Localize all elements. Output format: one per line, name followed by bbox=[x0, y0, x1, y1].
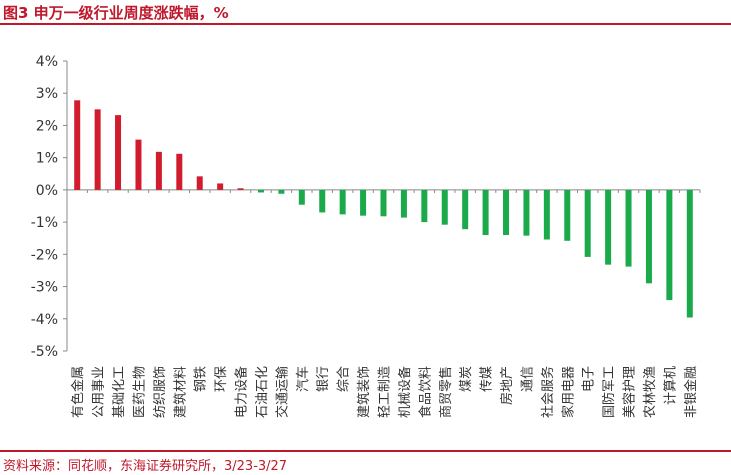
bar bbox=[94, 109, 101, 190]
x-tick-label: 传媒 bbox=[480, 366, 495, 392]
bar bbox=[645, 189, 652, 284]
bar bbox=[605, 189, 612, 265]
y-tick-label: -3% bbox=[31, 280, 58, 296]
x-tick-label: 通信 bbox=[520, 366, 535, 392]
bar bbox=[503, 189, 510, 235]
x-tick-label: 计算机 bbox=[663, 366, 678, 405]
x-tick-label: 银行 bbox=[316, 366, 331, 392]
bar bbox=[196, 176, 203, 190]
y-tick-label: 3% bbox=[36, 86, 58, 102]
bar bbox=[360, 189, 367, 216]
x-tick-label: 综合 bbox=[337, 366, 352, 392]
bar bbox=[135, 139, 142, 190]
bar bbox=[115, 115, 122, 190]
x-tick-label: 建筑装饰 bbox=[356, 366, 372, 418]
y-tick-label: 0% bbox=[36, 183, 58, 199]
bar bbox=[278, 189, 285, 194]
x-tick-label: 国防军工 bbox=[601, 366, 617, 418]
source-divider bbox=[0, 450, 731, 452]
bar bbox=[319, 189, 326, 213]
title-divider bbox=[0, 23, 731, 25]
x-tick-label: 环保 bbox=[214, 366, 229, 392]
x-tick-label: 家用电器 bbox=[560, 366, 576, 418]
bar bbox=[400, 189, 407, 218]
bar bbox=[217, 183, 224, 190]
y-tick-label: -1% bbox=[31, 215, 58, 231]
x-tick-label: 基础化工 bbox=[112, 366, 127, 418]
x-tick-label: 机械设备 bbox=[397, 366, 413, 418]
x-tick-label: 农林牧渔 bbox=[643, 366, 658, 418]
bar bbox=[482, 189, 489, 235]
bar bbox=[380, 189, 387, 217]
x-tick-label: 美容护理 bbox=[622, 366, 638, 418]
bar bbox=[462, 189, 469, 230]
bar-chart: 4% 3% 2% 1% 0% -1% -2% -3% -4% -5% 有色金属 公用事业 基础化工 医药生… bbox=[31, 54, 701, 418]
bar bbox=[543, 189, 550, 240]
y-tick-label: -2% bbox=[31, 247, 58, 263]
x-tick-label: 商贸零售 bbox=[438, 366, 454, 418]
bar bbox=[523, 189, 530, 236]
x-tick-label: 医药生物 bbox=[132, 366, 147, 418]
x-tick-label: 房地产 bbox=[499, 366, 515, 405]
bar bbox=[74, 100, 81, 190]
bar bbox=[298, 189, 305, 205]
bar bbox=[584, 189, 591, 257]
bar bbox=[155, 151, 162, 190]
y-tick-label: 4% bbox=[36, 54, 58, 70]
source-note: 资料来源：同花顺，东海证券研究所，3/23-3/27 bbox=[3, 459, 288, 474]
x-tick-label: 煤炭 bbox=[459, 366, 474, 392]
bar bbox=[686, 189, 693, 318]
x-tick-label: 钢铁 bbox=[194, 366, 209, 392]
x-tick-label: 电力设备 bbox=[234, 366, 250, 418]
x-tick-label: 公用事业 bbox=[92, 366, 107, 418]
x-tick-label: 石油石化 bbox=[255, 366, 270, 418]
bar bbox=[257, 189, 264, 193]
bar bbox=[441, 189, 448, 225]
bar bbox=[421, 189, 428, 223]
y-tick-label: -4% bbox=[31, 312, 58, 328]
bar bbox=[625, 189, 632, 267]
x-tick-label: 社会服务 bbox=[540, 366, 556, 418]
x-tick-label: 非银金融 bbox=[683, 366, 699, 418]
x-tick-label: 建筑材料 bbox=[172, 366, 188, 418]
x-tick-label: 交通运输 bbox=[274, 366, 290, 418]
y-tick-label: 2% bbox=[36, 118, 58, 134]
y-tick-label: 1% bbox=[36, 151, 58, 167]
x-tick-label: 汽车 bbox=[295, 366, 311, 392]
y-tick-label: -5% bbox=[31, 344, 58, 360]
bar bbox=[237, 188, 244, 190]
x-tick-label: 食品饮料 bbox=[417, 366, 433, 418]
x-tick-label: 纺织服饰 bbox=[153, 366, 168, 418]
bar bbox=[176, 153, 183, 190]
bar bbox=[564, 189, 571, 241]
x-tick-label: 有色金属 bbox=[70, 366, 86, 418]
bar bbox=[666, 189, 673, 301]
x-tick-label: 轻工制造 bbox=[378, 366, 393, 418]
chart-title: 图3 申万一级行业周度涨跌幅，% bbox=[3, 4, 229, 22]
x-tick-label: 电子 bbox=[582, 366, 597, 392]
bar bbox=[339, 189, 346, 215]
